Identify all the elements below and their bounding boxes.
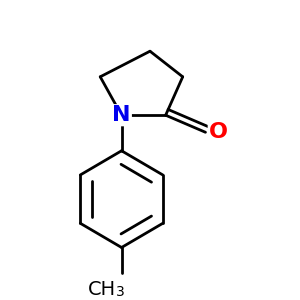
Text: O: O [209, 122, 228, 142]
Text: N: N [112, 105, 131, 125]
Text: 3: 3 [116, 285, 125, 299]
Text: CH: CH [88, 280, 116, 299]
